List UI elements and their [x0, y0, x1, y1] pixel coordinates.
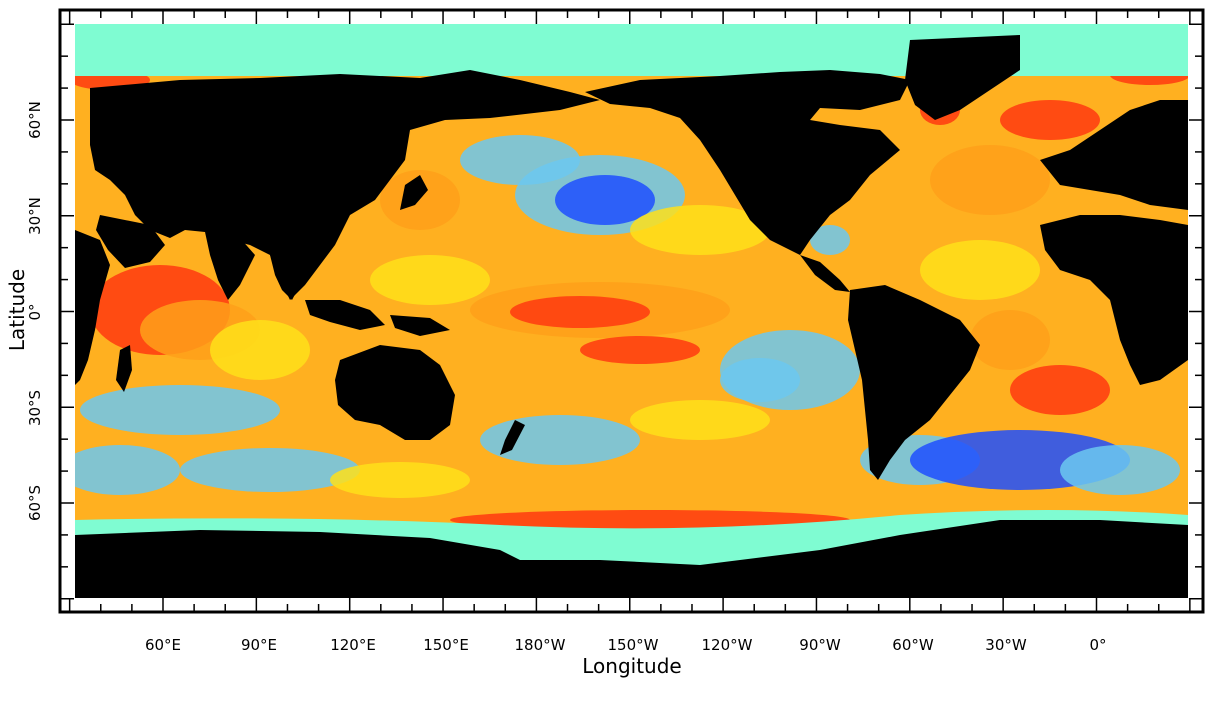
lat-tick-30n: 30°N	[26, 197, 44, 235]
lat-tick-60n: 60°N	[26, 101, 44, 139]
africa-west-land	[1040, 215, 1188, 385]
ocean-patch	[75, 445, 180, 495]
ocean-patch	[580, 336, 700, 364]
ocean-patch	[720, 358, 800, 402]
ocean-patch	[1060, 445, 1180, 495]
lat-tick-30s: 30°S	[26, 390, 44, 426]
ocean-patch	[810, 225, 850, 255]
y-axis-title: Latitude	[5, 269, 29, 351]
ocean-patch	[450, 510, 850, 530]
ocean-patch	[1000, 100, 1100, 140]
ocean-patch	[930, 145, 1050, 215]
ocean-patch	[460, 135, 580, 185]
ocean-patch	[510, 296, 650, 328]
lon-tick-90w: 90°W	[799, 636, 841, 654]
new-zealand-land	[500, 420, 525, 455]
lon-tick-60w: 60°W	[892, 636, 934, 654]
lon-tick-120w: 120°W	[702, 636, 753, 654]
ocean-patch	[180, 448, 360, 492]
ocean-patch	[630, 205, 770, 255]
lat-tick-0: 0°	[26, 303, 44, 320]
ocean-patch	[480, 415, 640, 465]
greenland-land	[905, 35, 1020, 120]
japan-land	[400, 175, 428, 210]
ocean-patch	[210, 320, 310, 380]
lon-tick-60e: 60°E	[145, 636, 181, 654]
australia-land	[335, 345, 455, 440]
lon-tick-0: 0°	[1089, 636, 1106, 654]
arctic-ice	[75, 24, 1188, 76]
ocean-patch	[80, 385, 280, 435]
lon-tick-180w: 180°W	[515, 636, 566, 654]
lon-tick-150e: 150°E	[423, 636, 469, 654]
ocean-patch	[555, 175, 655, 225]
lon-tick-120e: 120°E	[330, 636, 376, 654]
ocean-patch	[380, 170, 460, 230]
new-guinea-land	[390, 315, 450, 336]
africa-east-land	[75, 230, 110, 385]
ocean-patch	[630, 400, 770, 440]
south-america-land	[848, 285, 980, 480]
tick-marks	[60, 10, 1203, 612]
arabia-land	[96, 215, 165, 268]
x-axis-title: Longitude	[582, 654, 681, 678]
eurasia-land	[90, 70, 600, 300]
land	[75, 35, 1188, 598]
ocean-patch	[920, 240, 1040, 300]
ocean-patch	[1010, 365, 1110, 415]
ocean-patch	[970, 310, 1050, 370]
lon-tick-labels: 60°E 90°E 120°E 150°E 180°W 150°W 120°W …	[145, 636, 1107, 654]
lon-tick-30w: 30°W	[985, 636, 1027, 654]
ocean-patch	[330, 462, 470, 498]
europe-land	[1040, 100, 1188, 210]
se-asia-land	[270, 255, 300, 300]
central-america-land	[800, 255, 850, 292]
india-land	[205, 232, 255, 300]
ocean-field	[75, 24, 1188, 598]
north-america-land	[585, 70, 910, 255]
lat-tick-labels: 60°N 30°N 0° 30°S 60°S	[26, 101, 44, 521]
lon-tick-90e: 90°E	[241, 636, 277, 654]
antarctica-land	[75, 520, 1188, 598]
indonesia-land	[305, 300, 385, 330]
ocean-anomaly-patches	[75, 65, 1188, 530]
ocean-patch	[370, 255, 490, 305]
madagascar-land	[116, 345, 132, 392]
lat-tick-60s: 60°S	[26, 485, 44, 521]
lon-tick-150w: 150°W	[608, 636, 659, 654]
